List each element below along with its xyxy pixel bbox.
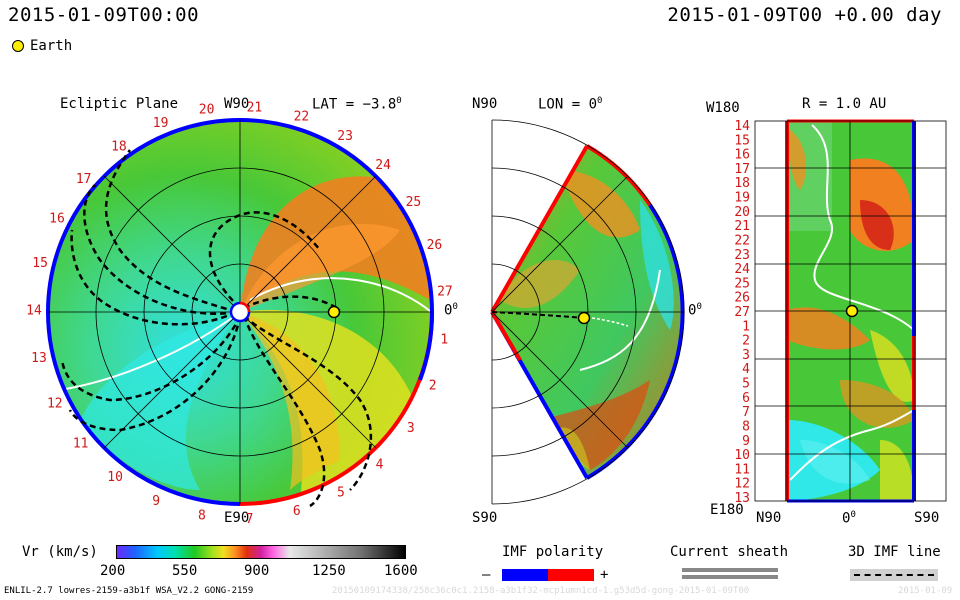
radial-rotation-label: 1 (742, 319, 750, 334)
colorbar-label: Vr (km/s) (22, 544, 98, 560)
ecliptic-rotation-label: 9 (152, 494, 160, 509)
ecliptic-title: Ecliptic Plane (60, 96, 179, 112)
ecliptic-rotation-label: 12 (47, 396, 63, 411)
colorbar-tick-1: 550 (172, 563, 198, 579)
ecliptic-rotation-label: 19 (153, 116, 169, 131)
ecliptic-bottom-label: E90 (224, 510, 250, 526)
ecliptic-rotation-label: 7 (246, 512, 254, 527)
date-stamp-footer: 2015-01-09 (898, 586, 953, 596)
ecliptic-rotation-label: 1 (440, 332, 448, 347)
ecliptic-rotation-label: 21 (247, 101, 263, 116)
imf-negative-swatch (502, 569, 548, 581)
radial-rotation-label: 17 (734, 162, 750, 177)
radial-title: R = 1.0 AU (802, 96, 887, 112)
meridional-top-label: N90 (472, 96, 498, 112)
ecliptic-rotation-label: 8 (198, 508, 206, 523)
radial-rotation-label: 5 (742, 377, 750, 392)
model-footer: ENLIL-2.7 lowres-2159-a3b1f WSA_V2.2 GON… (4, 586, 254, 596)
radial-rotation-label: 27 (734, 305, 750, 320)
radial-rotation-label: 19 (734, 191, 750, 206)
meridional-right-label: 00 (688, 302, 702, 319)
colorbar-tick-3: 1250 (312, 563, 346, 579)
imf-plus-label: + (600, 567, 609, 583)
earth-marker-icon (12, 40, 24, 52)
ecliptic-right-label: 00 (444, 302, 458, 319)
ecliptic-rotation-label: 10 (107, 470, 123, 485)
radial-rotation-label: 15 (734, 133, 750, 148)
current-sheath-swatch (682, 568, 778, 572)
earth-legend: Earth (12, 38, 72, 54)
ecliptic-rotation-label: 27 (437, 285, 453, 300)
ecliptic-rotation-label: 22 (294, 109, 310, 124)
ecliptic-rotation-label: 23 (337, 129, 353, 144)
colorbar-tick-0: 200 (100, 563, 126, 579)
radial-rotation-label: 23 (734, 248, 750, 263)
ecliptic-rotation-label: 25 (406, 195, 422, 210)
radial-rotation-label: 22 (734, 234, 750, 249)
current-sheath-title: Current sheath (670, 544, 789, 560)
radial-rotation-label: 2 (742, 334, 750, 349)
radial-bottom-mid: 00 (842, 510, 856, 527)
colorbar-tick-4: 1600 (384, 563, 418, 579)
ecliptic-rotation-label: 11 (73, 437, 89, 452)
radial-rotation-label: 11 (734, 462, 750, 477)
earth-meridional-marker (577, 311, 591, 325)
imf-line-title: 3D IMF line (848, 544, 941, 560)
ecliptic-rotation-label: 24 (375, 158, 391, 173)
ecliptic-rotation-label: 4 (376, 458, 384, 473)
ecliptic-rotation-label: 14 (26, 304, 42, 319)
radial-bottom-s: S90 (914, 510, 940, 526)
radial-rotation-label: 21 (734, 219, 750, 234)
ecliptic-rotation-label: 18 (111, 139, 127, 154)
radial-rotation-label: 25 (734, 276, 750, 291)
imf-line-swatch (850, 569, 938, 581)
radial-rotation-label: 18 (734, 176, 750, 191)
radial-rotation-label: 9 (742, 434, 750, 449)
earth-legend-label: Earth (30, 38, 73, 54)
ecliptic-rotation-label: 20 (199, 103, 215, 118)
meridional-bottom-label: S90 (472, 510, 498, 526)
ecliptic-rotation-label: 6 (293, 504, 301, 519)
run-id-footer: 20150109174338/258c36c0c1.2158-a3b1f32-m… (332, 586, 750, 596)
radial-rotation-label: 13 (734, 491, 750, 506)
earth-radial-marker (845, 304, 859, 318)
radial-bottom-left: E180 (710, 502, 744, 518)
ecliptic-rotation-label: 17 (76, 172, 92, 187)
radial-rotation-label: 3 (742, 348, 750, 363)
date-right: 2015-01-09T00 +0.00 day (667, 4, 942, 26)
radial-rotation-label: 24 (734, 262, 750, 277)
imf-minus-label: – (482, 567, 491, 583)
ecliptic-lat-label: LAT = −3.80 (312, 96, 402, 113)
radial-rotation-label: 6 (742, 391, 750, 406)
radial-rotation-label: 20 (734, 205, 750, 220)
ecliptic-rotation-label: 3 (407, 421, 415, 436)
radial-rotation-label: 8 (742, 420, 750, 435)
velocity-colorbar (116, 545, 406, 559)
meridional-lon-label: LON = 00 (538, 96, 603, 113)
ecliptic-rotation-label: 13 (31, 351, 47, 366)
radial-rotation-label: 26 (734, 291, 750, 306)
radial-rotation-label: 14 (734, 119, 750, 134)
radial-rotation-label: 10 (734, 448, 750, 463)
earth-ecliptic-marker (327, 305, 341, 319)
ecliptic-rotation-label: 26 (427, 238, 443, 253)
radial-rotation-label: 12 (734, 477, 750, 492)
imf-polarity-title: IMF polarity (502, 544, 604, 560)
imf-positive-swatch (548, 569, 594, 581)
radial-top-left: W180 (706, 100, 740, 116)
date-left: 2015-01-09T00:00 (8, 4, 200, 26)
ecliptic-top-label: W90 (224, 96, 250, 112)
radial-rotation-label: 4 (742, 362, 750, 377)
radial-bottom-n: N90 (756, 510, 782, 526)
ecliptic-rotation-label: 15 (32, 256, 48, 271)
ecliptic-rotation-label: 5 (337, 486, 345, 501)
radial-rotation-label: 7 (742, 405, 750, 420)
ecliptic-rotation-label: 2 (429, 379, 437, 394)
colorbar-tick-2: 900 (244, 563, 270, 579)
radial-rotation-label: 16 (734, 148, 750, 163)
ecliptic-rotation-label: 16 (49, 211, 65, 226)
